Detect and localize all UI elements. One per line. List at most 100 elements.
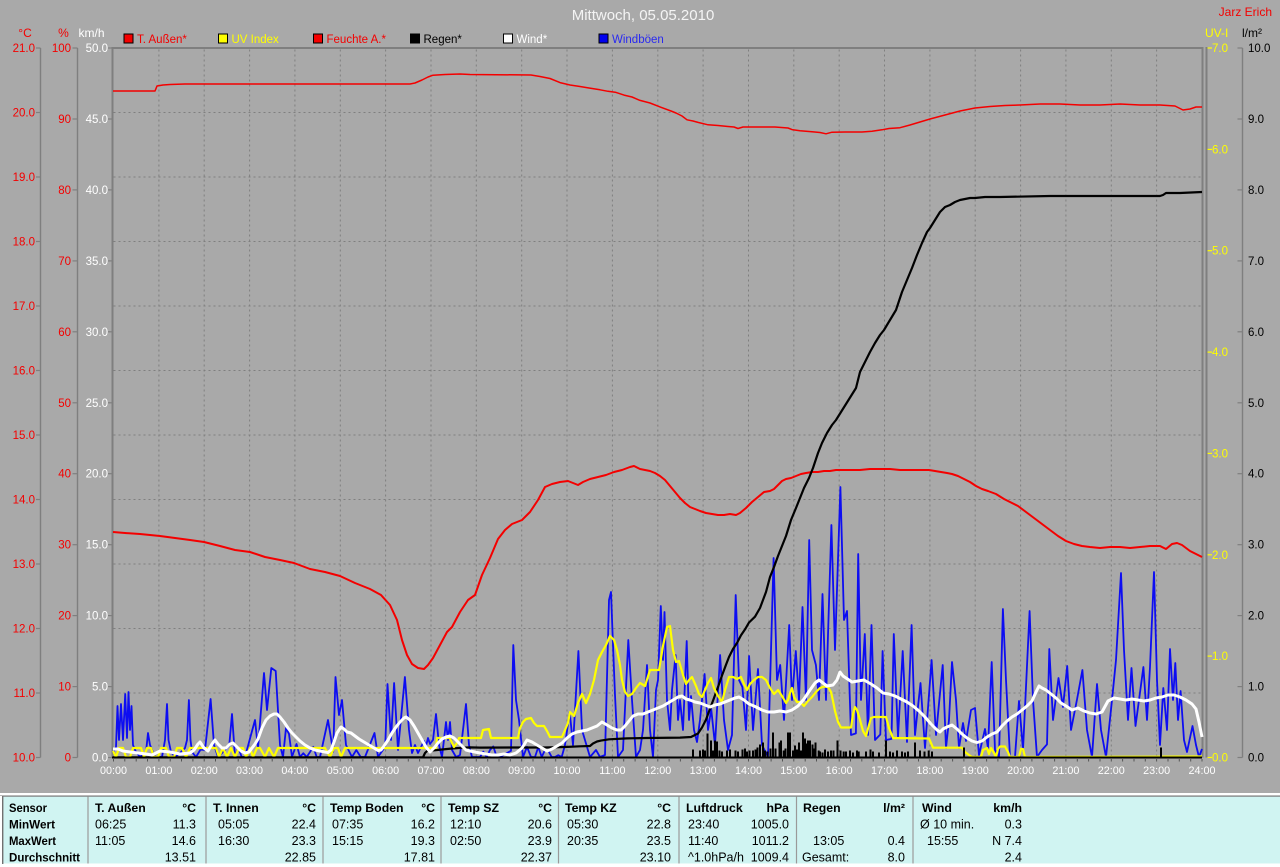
svg-text:21.0: 21.0 [13, 43, 35, 55]
svg-text:°C: °C [657, 801, 671, 815]
svg-text:Ø 10 min.: Ø 10 min. [920, 818, 974, 832]
svg-text:17.0: 17.0 [13, 301, 35, 313]
svg-text:22.4: 22.4 [292, 818, 316, 832]
svg-text:18:00: 18:00 [916, 765, 943, 777]
svg-text:02:00: 02:00 [191, 765, 218, 777]
svg-text:MaxWert: MaxWert [9, 834, 56, 848]
svg-text:23.3: 23.3 [292, 834, 316, 848]
svg-text:1.0: 1.0 [1212, 651, 1228, 663]
svg-text:9.0: 9.0 [1248, 114, 1264, 126]
svg-text:16.0: 16.0 [13, 366, 35, 378]
svg-text:16.2: 16.2 [411, 818, 435, 832]
svg-text:03:00: 03:00 [236, 765, 263, 777]
svg-text:°C: °C [182, 801, 196, 815]
svg-text:Windböen: Windböen [612, 34, 664, 46]
svg-text:2.0: 2.0 [1212, 550, 1228, 562]
svg-text:80: 80 [58, 185, 71, 197]
svg-text:14:00: 14:00 [735, 765, 762, 777]
svg-text:06:25: 06:25 [95, 818, 126, 832]
svg-text:00:00: 00:00 [100, 765, 127, 777]
svg-text:10.0: 10.0 [1248, 43, 1270, 55]
svg-text:1011.2: 1011.2 [752, 834, 789, 848]
svg-text:20.0: 20.0 [86, 469, 108, 481]
svg-text:T. Außen: T. Außen [95, 801, 146, 815]
svg-text:%: % [58, 26, 69, 40]
svg-text:Temp Boden: Temp Boden [330, 801, 404, 815]
svg-text:23.9: 23.9 [528, 834, 552, 848]
svg-text:20.6: 20.6 [528, 818, 552, 832]
svg-text:22.85: 22.85 [285, 851, 316, 865]
svg-text:Regen*: Regen* [424, 34, 463, 46]
svg-text:11:05: 11:05 [95, 834, 125, 848]
svg-text:l/m²: l/m² [1242, 26, 1262, 40]
svg-text:30.0: 30.0 [86, 327, 108, 339]
svg-text:50: 50 [58, 398, 71, 410]
svg-text:19:00: 19:00 [962, 765, 989, 777]
svg-text:1009.4: 1009.4 [751, 851, 789, 865]
svg-text:12:00: 12:00 [644, 765, 671, 777]
svg-text:35.0: 35.0 [86, 256, 108, 268]
svg-text:1005.0: 1005.0 [751, 818, 789, 832]
svg-text:2.4: 2.4 [1005, 851, 1022, 865]
svg-text:08:00: 08:00 [463, 765, 490, 777]
svg-text:8.0: 8.0 [888, 851, 905, 865]
svg-text:4.0: 4.0 [1212, 347, 1228, 359]
svg-text:Wind: Wind [922, 801, 952, 815]
svg-text:07:00: 07:00 [417, 765, 444, 777]
svg-text:Wind*: Wind* [517, 34, 548, 46]
svg-text:13.0: 13.0 [13, 559, 35, 571]
svg-text:°C: °C [18, 26, 32, 40]
svg-text:23.10: 23.10 [640, 851, 671, 865]
svg-text:hPa: hPa [766, 801, 789, 815]
svg-text:N 7.4: N 7.4 [992, 834, 1022, 848]
svg-text:15:00: 15:00 [780, 765, 807, 777]
svg-text:°C: °C [421, 801, 435, 815]
svg-text:22.37: 22.37 [521, 851, 552, 865]
svg-text:0.4: 0.4 [888, 834, 905, 848]
svg-text:km/h: km/h [993, 801, 1022, 815]
svg-text:°C: °C [302, 801, 316, 815]
svg-text:Gesamt:: Gesamt: [802, 851, 849, 865]
svg-text:15.0: 15.0 [13, 430, 35, 442]
svg-text:13:00: 13:00 [690, 765, 717, 777]
svg-text:20:00: 20:00 [1007, 765, 1034, 777]
svg-text:01:00: 01:00 [145, 765, 172, 777]
svg-text:100: 100 [52, 43, 71, 55]
svg-text:05:30: 05:30 [567, 818, 598, 832]
svg-text:45.0: 45.0 [86, 114, 108, 126]
svg-text:km/h: km/h [78, 26, 104, 40]
svg-text:Sensor: Sensor [9, 801, 47, 815]
svg-text:14.6: 14.6 [172, 834, 196, 848]
svg-text:23:00: 23:00 [1143, 765, 1170, 777]
svg-text:6.0: 6.0 [1248, 327, 1264, 339]
svg-text:UV Index: UV Index [232, 34, 280, 46]
svg-text:05:05: 05:05 [218, 818, 249, 832]
svg-text:T. Außen*: T. Außen* [137, 34, 187, 46]
svg-text:5.0: 5.0 [1212, 246, 1228, 258]
svg-text:MinWert: MinWert [9, 818, 55, 832]
svg-text:05:00: 05:00 [327, 765, 354, 777]
svg-text:11.0: 11.0 [13, 688, 35, 700]
svg-text:40: 40 [58, 469, 71, 481]
svg-text:7.0: 7.0 [1212, 43, 1228, 55]
svg-text:Luftdruck: Luftdruck [686, 801, 743, 815]
svg-text:04:00: 04:00 [281, 765, 308, 777]
svg-text:Durchschnitt: Durchschnitt [9, 851, 80, 865]
svg-text:14.0: 14.0 [13, 495, 35, 507]
svg-text:3.0: 3.0 [1212, 448, 1228, 460]
svg-text:18.0: 18.0 [13, 237, 35, 249]
svg-text:13:05: 13:05 [813, 834, 844, 848]
svg-text:17:00: 17:00 [871, 765, 898, 777]
svg-text:8.0: 8.0 [1248, 185, 1264, 197]
svg-text:UV-I: UV-I [1205, 26, 1228, 40]
svg-text:0.0: 0.0 [92, 753, 108, 765]
svg-text:16:00: 16:00 [826, 765, 853, 777]
svg-text:4.0: 4.0 [1248, 469, 1264, 481]
svg-text:15.0: 15.0 [86, 540, 108, 552]
svg-text:19.3: 19.3 [411, 834, 435, 848]
svg-text:0.0: 0.0 [1248, 753, 1264, 765]
svg-text:90: 90 [58, 114, 71, 126]
svg-text:50.0: 50.0 [86, 43, 108, 55]
svg-text:23:40: 23:40 [688, 818, 719, 832]
svg-text:11.3: 11.3 [173, 818, 196, 832]
